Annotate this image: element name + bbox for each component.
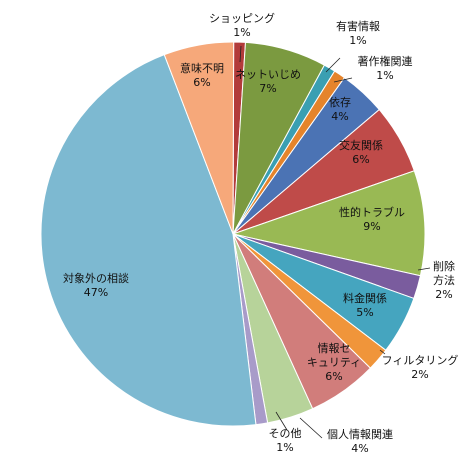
slice-label-11: 情報セキュリティ 6% — [307, 342, 361, 383]
slice-label-text-4: 著作権関連 — [358, 54, 413, 68]
slice-label-text-15: 意味不明 — [180, 61, 224, 75]
leader-line-13 — [275, 411, 288, 431]
slice-label-15: 意味不明 6% — [180, 61, 224, 89]
slice-value-13: 1% — [276, 441, 293, 454]
slice-label-text-12: 個人情報関連 — [327, 427, 393, 441]
slice-label-text-6: 交友関係 — [339, 138, 383, 152]
slice-label-14: 対象外の相談 47% — [63, 271, 129, 299]
pie-slice-15 — [163, 41, 235, 235]
slice-label-text-9: 料金関係 — [343, 291, 387, 305]
slice-value-2: 7% — [259, 82, 276, 95]
slice-value-7: 9% — [363, 220, 380, 233]
slice-value-9: 5% — [356, 306, 373, 319]
slice-label-13: その他 1% — [269, 427, 302, 454]
slice-label-text-7: 性的トラブル — [339, 205, 405, 219]
slice-value-10: 2% — [411, 368, 428, 381]
slice-label-text-3: 有害情報 — [336, 19, 380, 33]
slice-label-7: 性的トラブル 9% — [339, 205, 405, 233]
slice-label-text-13: その他 — [269, 427, 302, 440]
slice-label-text-1: ショッピング — [209, 11, 275, 25]
leader-line-4 — [333, 77, 353, 83]
slice-label-1: ショッピング 1% — [209, 11, 275, 39]
slice-label-12: 個人情報関連 4% — [327, 427, 393, 455]
slice-value-6: 6% — [352, 153, 369, 166]
slice-label-text-10: フィルタリング — [382, 353, 459, 367]
leader-line-8 — [417, 267, 431, 271]
slice-label-9: 料金関係 5% — [343, 291, 387, 319]
slice-value-5: 4% — [331, 110, 348, 123]
pie-labels: ショッピング 1%ネットいじめ 7%有害情報 1%著作権関連 1%依存 4%交友関係 6%性… — [63, 11, 458, 455]
slice-label-2: ネットいじめ 7% — [235, 68, 301, 95]
pie-slices — [40, 41, 426, 427]
slice-value-15: 6% — [193, 76, 210, 89]
slice-label-text-11: 情報セ — [318, 342, 351, 355]
slice-value-4: 1% — [376, 69, 393, 82]
slice-label-text-11: キュリティ — [307, 356, 361, 369]
leader-line-3 — [325, 57, 341, 73]
slice-value-1: 1% — [233, 26, 250, 39]
slice-label-5: 依存 4% — [329, 95, 351, 123]
slice-label-10: フィルタリング 2% — [382, 353, 459, 381]
slice-value-14: 47% — [84, 286, 108, 299]
pie-leader-lines — [239, 45, 431, 439]
slice-label-text-14: 対象外の相談 — [63, 271, 129, 285]
slice-label-text-5: 依存 — [329, 95, 351, 109]
slice-label-4: 著作権関連 1% — [358, 54, 413, 82]
slice-label-3: 有害情報 1% — [336, 19, 380, 47]
leader-line-12 — [299, 417, 323, 439]
leader-line-10 — [379, 349, 386, 355]
slice-label-8: 削除方法 2% — [433, 259, 455, 301]
slice-label-text-8: 削除 — [433, 259, 455, 273]
slice-value-3: 1% — [349, 34, 366, 47]
slice-value-8: 2% — [435, 288, 452, 301]
slice-label-text-2: ネットいじめ — [235, 68, 301, 81]
pie-slice-7 — [231, 170, 426, 277]
slice-value-12: 4% — [351, 442, 368, 455]
slice-label-6: 交友関係 6% — [339, 138, 383, 166]
leader-line-1 — [239, 45, 242, 63]
pie-slice-14 — [40, 54, 257, 427]
slice-value-11: 6% — [325, 370, 342, 383]
slice-label-text-8: 方法 — [433, 273, 455, 287]
